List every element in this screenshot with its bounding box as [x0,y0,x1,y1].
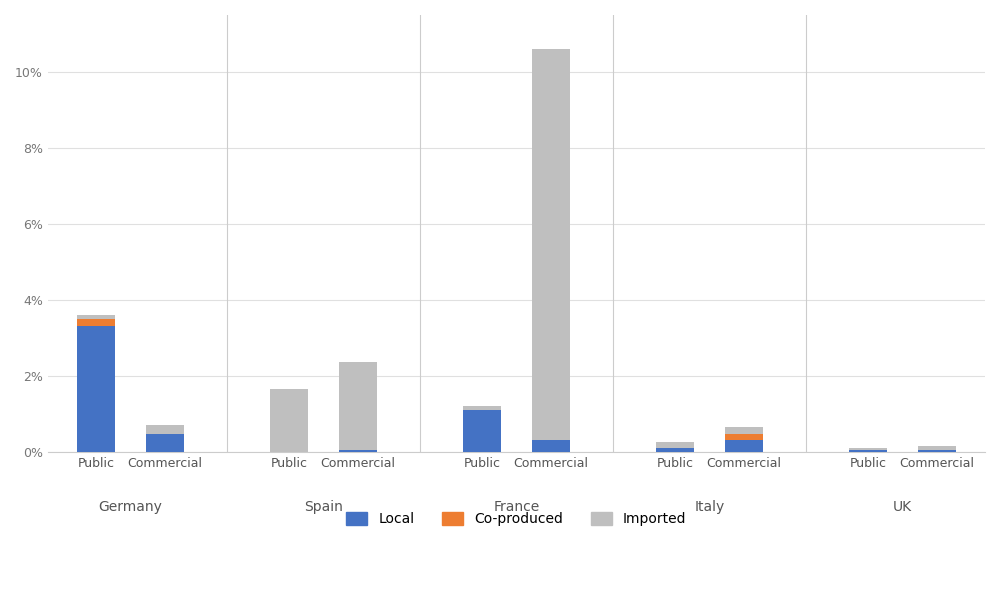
Bar [849,449,887,452]
Bar [918,449,956,452]
Bar [849,448,887,449]
Bar [146,425,184,434]
Bar [532,440,570,452]
Bar [77,319,115,326]
Bar [339,362,377,449]
Text: Spain: Spain [304,500,343,514]
Bar [463,406,501,410]
Bar [725,434,763,440]
Text: Italy: Italy [694,500,724,514]
Bar [532,49,570,440]
Bar [725,440,763,452]
Text: UK: UK [893,500,912,514]
Bar [725,427,763,434]
Bar [656,442,694,448]
Bar [77,326,115,452]
Bar [656,448,694,452]
Bar [146,434,184,452]
Bar [463,410,501,452]
Bar [270,389,308,452]
Bar [918,446,956,449]
Text: France: France [493,500,539,514]
Legend: Local, Co-produced, Imported: Local, Co-produced, Imported [341,507,692,532]
Bar [77,315,115,319]
Text: Germany: Germany [98,500,162,514]
Bar [339,449,377,452]
